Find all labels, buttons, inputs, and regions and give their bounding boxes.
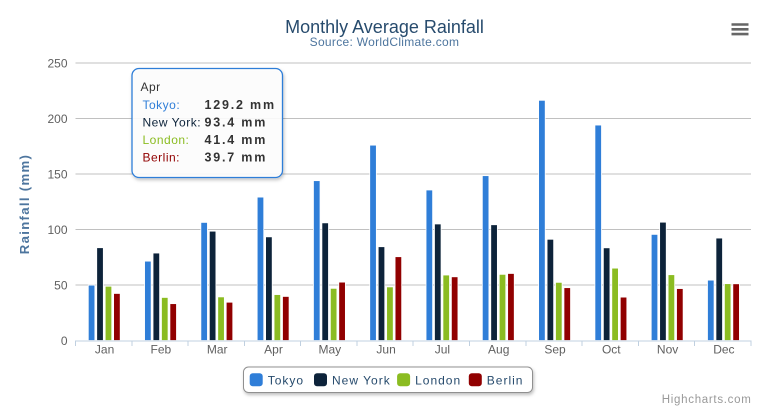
svg-text:Monthly Average Rainfall: Monthly Average Rainfall bbox=[285, 17, 484, 37]
svg-text:Apr: Apr bbox=[141, 80, 161, 94]
svg-text:Tokyo: Tokyo bbox=[268, 373, 304, 387]
svg-text:93.4 mm: 93.4 mm bbox=[205, 115, 268, 129]
svg-text:129.2 mm: 129.2 mm bbox=[205, 98, 276, 112]
svg-text:50: 50 bbox=[54, 279, 68, 293]
svg-text:Highcharts.com: Highcharts.com bbox=[662, 394, 752, 406]
svg-text:Rainfall (mm): Rainfall (mm) bbox=[17, 154, 32, 254]
svg-text:Aug: Aug bbox=[488, 343, 509, 357]
svg-text:Dec: Dec bbox=[713, 343, 734, 357]
svg-text:150: 150 bbox=[47, 168, 67, 182]
svg-text:41.4 mm: 41.4 mm bbox=[205, 133, 268, 147]
svg-text:Mar: Mar bbox=[207, 343, 228, 357]
svg-text:Berlin: Berlin bbox=[487, 373, 524, 387]
svg-text:Nov: Nov bbox=[657, 343, 678, 357]
svg-text:London: London bbox=[415, 373, 461, 387]
svg-text:Jan: Jan bbox=[95, 343, 114, 357]
svg-text:London:: London: bbox=[143, 133, 190, 147]
svg-text:Jun: Jun bbox=[376, 343, 395, 357]
svg-text:250: 250 bbox=[47, 57, 67, 71]
svg-text:Source: WorldClimate.com: Source: WorldClimate.com bbox=[310, 35, 460, 49]
svg-text:39.7 mm: 39.7 mm bbox=[205, 150, 268, 164]
svg-text:Sep: Sep bbox=[544, 343, 566, 357]
svg-text:Berlin:: Berlin: bbox=[143, 150, 181, 164]
svg-text:200: 200 bbox=[47, 112, 67, 126]
svg-text:Jul: Jul bbox=[435, 343, 450, 357]
svg-text:New York:: New York: bbox=[143, 115, 202, 129]
svg-text:Apr: Apr bbox=[264, 343, 283, 357]
svg-text:May: May bbox=[318, 343, 341, 357]
svg-text:New York: New York bbox=[332, 373, 391, 387]
svg-text:Tokyo:: Tokyo: bbox=[143, 98, 181, 112]
svg-text:Oct: Oct bbox=[602, 343, 621, 357]
svg-text:100: 100 bbox=[47, 223, 67, 237]
svg-text:0: 0 bbox=[61, 334, 68, 348]
svg-text:Feb: Feb bbox=[151, 343, 172, 357]
